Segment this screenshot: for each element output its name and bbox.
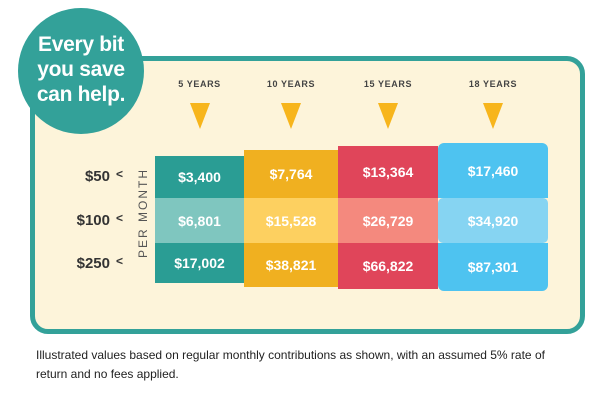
monthly-amount-label: $50 <box>84 168 110 185</box>
value-text: $3,400 <box>178 169 221 185</box>
value-cell: $17,002 <box>155 243 244 283</box>
year-header-1: 10 YEARS <box>266 79 316 89</box>
value-cell: $13,364 <box>338 146 438 198</box>
down-arrow-icon <box>483 103 503 129</box>
value-cell: $34,920 <box>438 198 548 243</box>
value-text: $6,801 <box>178 212 221 229</box>
value-text: $26,729 <box>362 212 414 229</box>
year-header-0: 5 YEARS <box>178 79 221 89</box>
slogan-text: Every bit you save can help. <box>23 32 139 107</box>
value-cell: $38,821 <box>244 243 338 287</box>
monthly-amount-label: $100 <box>76 211 110 229</box>
footnote: Illustrated values based on regular mont… <box>36 348 545 381</box>
slogan-line-3: can help. <box>36 82 126 106</box>
value-cell: $15,528 <box>244 198 338 243</box>
value-cell: $87,301 <box>438 243 548 291</box>
value-cell: $6,801 <box>155 198 244 243</box>
value-cell: $7,764 <box>244 150 338 198</box>
slogan-line-1: Every bit <box>37 32 124 56</box>
value-text: $17,460 <box>467 162 519 179</box>
slogan-badge: Every bit you save can help. <box>18 8 144 134</box>
down-arrow-icon <box>281 103 301 129</box>
chevron-left-icon: < <box>116 210 124 225</box>
value-text: $15,528 <box>265 212 317 229</box>
per-month-text: PER MONTH <box>136 168 150 258</box>
monthly-amount-label: $250 <box>76 255 110 272</box>
per-month-axis-label: PER MONTH <box>136 150 150 276</box>
value-text: $7,764 <box>269 166 313 182</box>
value-text: $17,002 <box>174 255 225 271</box>
chevron-left-icon: < <box>116 167 124 181</box>
value-text: $38,821 <box>265 257 317 273</box>
value-text: $66,822 <box>362 258 414 274</box>
value-text: $87,301 <box>467 259 519 275</box>
value-text: $13,364 <box>362 164 414 180</box>
value-cell: $26,729 <box>338 198 438 243</box>
down-arrow-icon <box>378 103 398 129</box>
year-header-3: 18 YEARS <box>468 79 518 89</box>
slogan-line-2: you save <box>37 57 125 81</box>
year-header-2: 15 YEARS <box>363 79 413 89</box>
value-text: $34,920 <box>467 212 519 229</box>
down-arrow-icon <box>189 103 210 129</box>
value-cell: $17,460 <box>438 143 548 198</box>
value-cell: $66,822 <box>338 243 438 289</box>
value-cell: $3,400 <box>155 156 244 198</box>
chevron-left-icon: < <box>116 254 124 268</box>
